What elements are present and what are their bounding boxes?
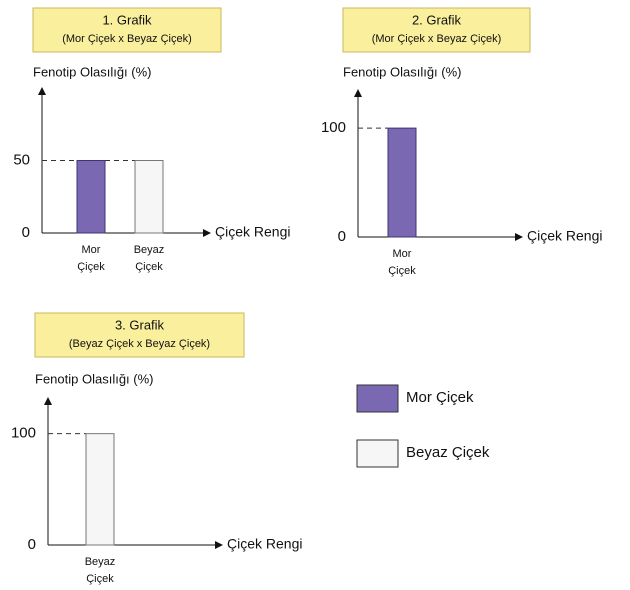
chart-title: 2. Grafik — [412, 12, 462, 27]
y-tick-label: 50 — [13, 151, 30, 168]
title-box — [342, 7, 531, 53]
y-tick-label: 100 — [11, 425, 36, 442]
x-tick-label: Beyaz Çiçek — [85, 556, 116, 585]
y-axis-label: Fenotip Olasılığı (%) — [343, 64, 462, 79]
y-axis-label: Fenotip Olasılığı (%) — [35, 371, 154, 386]
y-tick-label: 0 — [28, 536, 36, 553]
legend-swatch — [356, 439, 399, 468]
title-box — [34, 312, 245, 358]
chart-subtitle: (Beyaz Çiçek x Beyaz Çiçek) — [69, 338, 210, 350]
title-box — [32, 7, 222, 53]
legend-swatch — [356, 384, 399, 413]
bar — [134, 160, 164, 234]
bar — [387, 127, 417, 238]
legend-label: Mor Çiçek — [406, 389, 474, 406]
x-tick-label: Mor Çiçek — [388, 248, 416, 277]
x-axis-label: Çiçek Rengi — [215, 224, 290, 240]
x-tick-label: Mor Çiçek — [77, 244, 105, 273]
legend-label: Beyaz Çiçek — [406, 444, 490, 461]
chart-subtitle: (Mor Çiçek x Beyaz Çiçek) — [372, 33, 502, 45]
y-tick-label: 100 — [321, 119, 346, 136]
chart-title: 1. Grafik — [102, 12, 152, 27]
chart-subtitle: (Mor Çiçek x Beyaz Çiçek) — [62, 33, 192, 45]
x-tick-label: Beyaz Çiçek — [134, 244, 165, 273]
bar — [85, 433, 115, 546]
y-tick-label: 0 — [338, 228, 346, 245]
y-tick-label: 0 — [22, 224, 30, 241]
x-axis-label: Çiçek Rengi — [227, 536, 302, 552]
x-axis-label: Çiçek Rengi — [527, 228, 602, 244]
bar — [76, 160, 106, 234]
y-axis-label: Fenotip Olasılığı (%) — [33, 64, 152, 79]
chart-title: 3. Grafik — [115, 317, 165, 332]
